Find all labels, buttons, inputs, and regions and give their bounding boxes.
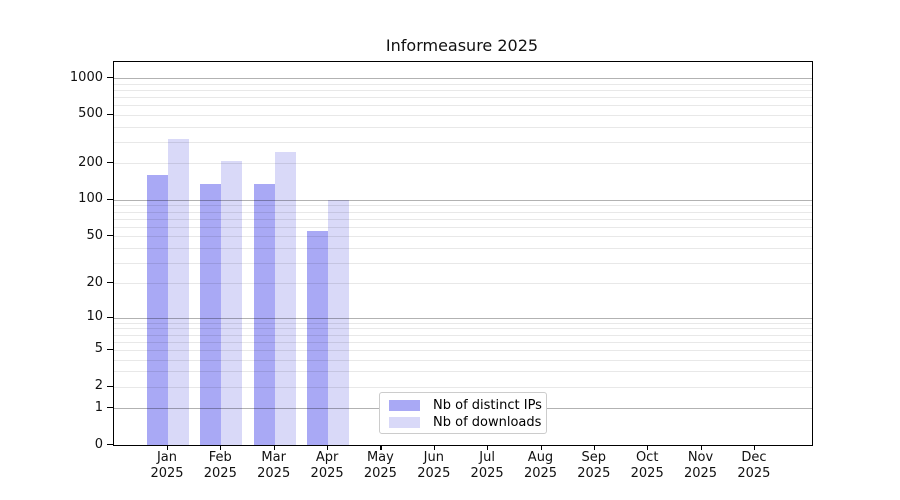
x-tick-mar (273, 445, 275, 450)
bar-nb-of-downloads-apr (328, 199, 350, 445)
x-tick-label-may: May 2025 (363, 450, 397, 481)
gridline-minor-400 (114, 126, 812, 128)
gridline-minor-7 (114, 334, 812, 336)
bar-nb-of-distinct-ips-jan (147, 175, 168, 445)
x-tick-label-apr: Apr 2025 (310, 450, 344, 481)
x-tick-label-dec: Dec 2025 (737, 450, 771, 481)
gridline-minor-30 (114, 262, 812, 264)
legend-swatch-distinct-ips (389, 400, 420, 411)
x-tick-oct (647, 445, 649, 450)
y-tick-1000 (107, 77, 113, 79)
y-tick-label-50: 50 (86, 227, 103, 243)
x-tick-label-jan: Jan 2025 (150, 450, 184, 481)
x-tick-label-mar: Mar 2025 (257, 450, 291, 481)
legend: Nb of distinct IPs Nb of downloads (379, 392, 547, 434)
bar-nb-of-downloads-mar (274, 151, 296, 445)
y-tick-200 (107, 162, 113, 164)
y-tick-1 (107, 407, 113, 409)
x-tick-nov (700, 445, 702, 450)
bar-nb-of-downloads-jan (168, 139, 189, 445)
gridline-major-100 (114, 199, 812, 201)
y-tick-0 (107, 444, 113, 446)
y-tick-50 (107, 235, 113, 237)
chart-title: Informeasure 2025 (385, 36, 539, 55)
gridline-minor-5 (114, 349, 812, 351)
gridline-minor-300 (114, 141, 812, 143)
bar-nb-of-downloads-feb (221, 160, 243, 445)
gridline-minor-900 (114, 83, 812, 85)
y-tick-label-100: 100 (78, 191, 103, 207)
gridline-minor-60 (114, 226, 812, 228)
plot-area (113, 61, 813, 446)
y-tick-500 (107, 113, 113, 115)
x-tick-feb (220, 445, 222, 450)
x-tick-label-aug: Aug 2025 (523, 450, 558, 481)
x-tick-may (380, 445, 382, 450)
gridline-minor-200 (114, 163, 812, 165)
x-tick-label-sep: Sep 2025 (577, 450, 611, 481)
gridline-minor-40 (114, 247, 812, 249)
x-tick-jul (487, 445, 489, 450)
legend-label-downloads: Nb of downloads (433, 415, 542, 430)
y-tick-5 (107, 348, 113, 350)
bar-nb-of-distinct-ips-feb (200, 184, 222, 445)
gridline-minor-6 (114, 341, 812, 343)
x-tick-label-oct: Oct 2025 (630, 450, 664, 481)
gridline-minor-600 (114, 105, 812, 107)
gridline-minor-700 (114, 96, 812, 98)
x-tick-aug (540, 445, 542, 450)
bar-nb-of-distinct-ips-apr (307, 231, 329, 445)
y-tick-label-2: 2 (94, 378, 103, 394)
gridline-minor-4 (114, 359, 812, 361)
y-tick-label-10: 10 (86, 309, 103, 325)
y-tick-label-1000: 1000 (69, 69, 103, 85)
x-tick-jun (433, 445, 435, 450)
y-tick-label-0: 0 (94, 436, 103, 452)
gridline-minor-800 (114, 89, 812, 91)
y-tick-label-1: 1 (94, 399, 103, 415)
legend-swatch-downloads (389, 417, 420, 428)
y-tick-2 (107, 385, 113, 387)
x-tick-label-jun: Jun 2025 (417, 450, 451, 481)
x-tick-label-feb: Feb 2025 (203, 450, 237, 481)
bar-nb-of-distinct-ips-mar (253, 184, 275, 445)
x-tick-dec (753, 445, 756, 450)
x-tick-label-jul: Jul 2025 (470, 450, 504, 481)
legend-entry-distinct-ips: Nb of distinct IPs (380, 397, 546, 414)
x-tick-jan (167, 445, 169, 450)
y-tick-10 (107, 316, 113, 318)
y-tick-label-500: 500 (78, 106, 103, 122)
gridline-minor-3 (114, 371, 812, 373)
y-tick-label-20: 20 (86, 274, 103, 290)
legend-label-distinct-ips: Nb of distinct IPs (433, 398, 542, 413)
gridline-major-10 (114, 317, 812, 319)
gridline-minor-9 (114, 322, 812, 324)
gridline-minor-90 (114, 205, 812, 207)
y-tick-label-200: 200 (78, 154, 103, 170)
gridline-major-1000 (114, 78, 812, 79)
gridline-minor-500 (114, 114, 812, 116)
x-tick-label-nov: Nov 2025 (683, 450, 718, 481)
x-tick-sep (593, 445, 595, 450)
gridline-minor-20 (114, 283, 812, 285)
gridline-minor-8 (114, 328, 812, 330)
y-tick-label-5: 5 (94, 341, 103, 357)
x-tick-apr (327, 445, 329, 450)
gridline-minor-80 (114, 211, 812, 213)
gridline-minor-70 (114, 218, 812, 220)
y-tick-100 (107, 198, 113, 200)
gridline-minor-50 (114, 236, 812, 238)
gridline-minor-2 (114, 386, 812, 388)
y-tick-20 (107, 282, 113, 284)
legend-entry-downloads: Nb of downloads (380, 414, 546, 431)
